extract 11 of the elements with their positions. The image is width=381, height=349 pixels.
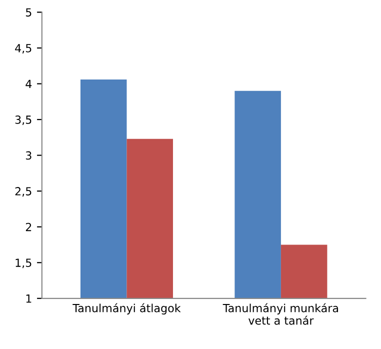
y-tick-label: 4,5 (15, 44, 32, 54)
y-tick-label: 2 (26, 222, 32, 232)
y-tick-label: 3,5 (15, 116, 32, 126)
y-tick-label: 3 (26, 151, 32, 160)
y-tick-label: 4 (26, 80, 32, 88)
y-tick-label: 1 (26, 294, 32, 303)
y-tick-label: 1,5 (16, 258, 32, 268)
x-tick-label: Tanulmányi átlagok (72, 303, 181, 314)
y-tick-label: 2,5 (15, 187, 32, 197)
y-tick-label: 5 (26, 8, 32, 17)
x-tick-label: Tanulmányi munkára vett a tanár (222, 303, 338, 325)
